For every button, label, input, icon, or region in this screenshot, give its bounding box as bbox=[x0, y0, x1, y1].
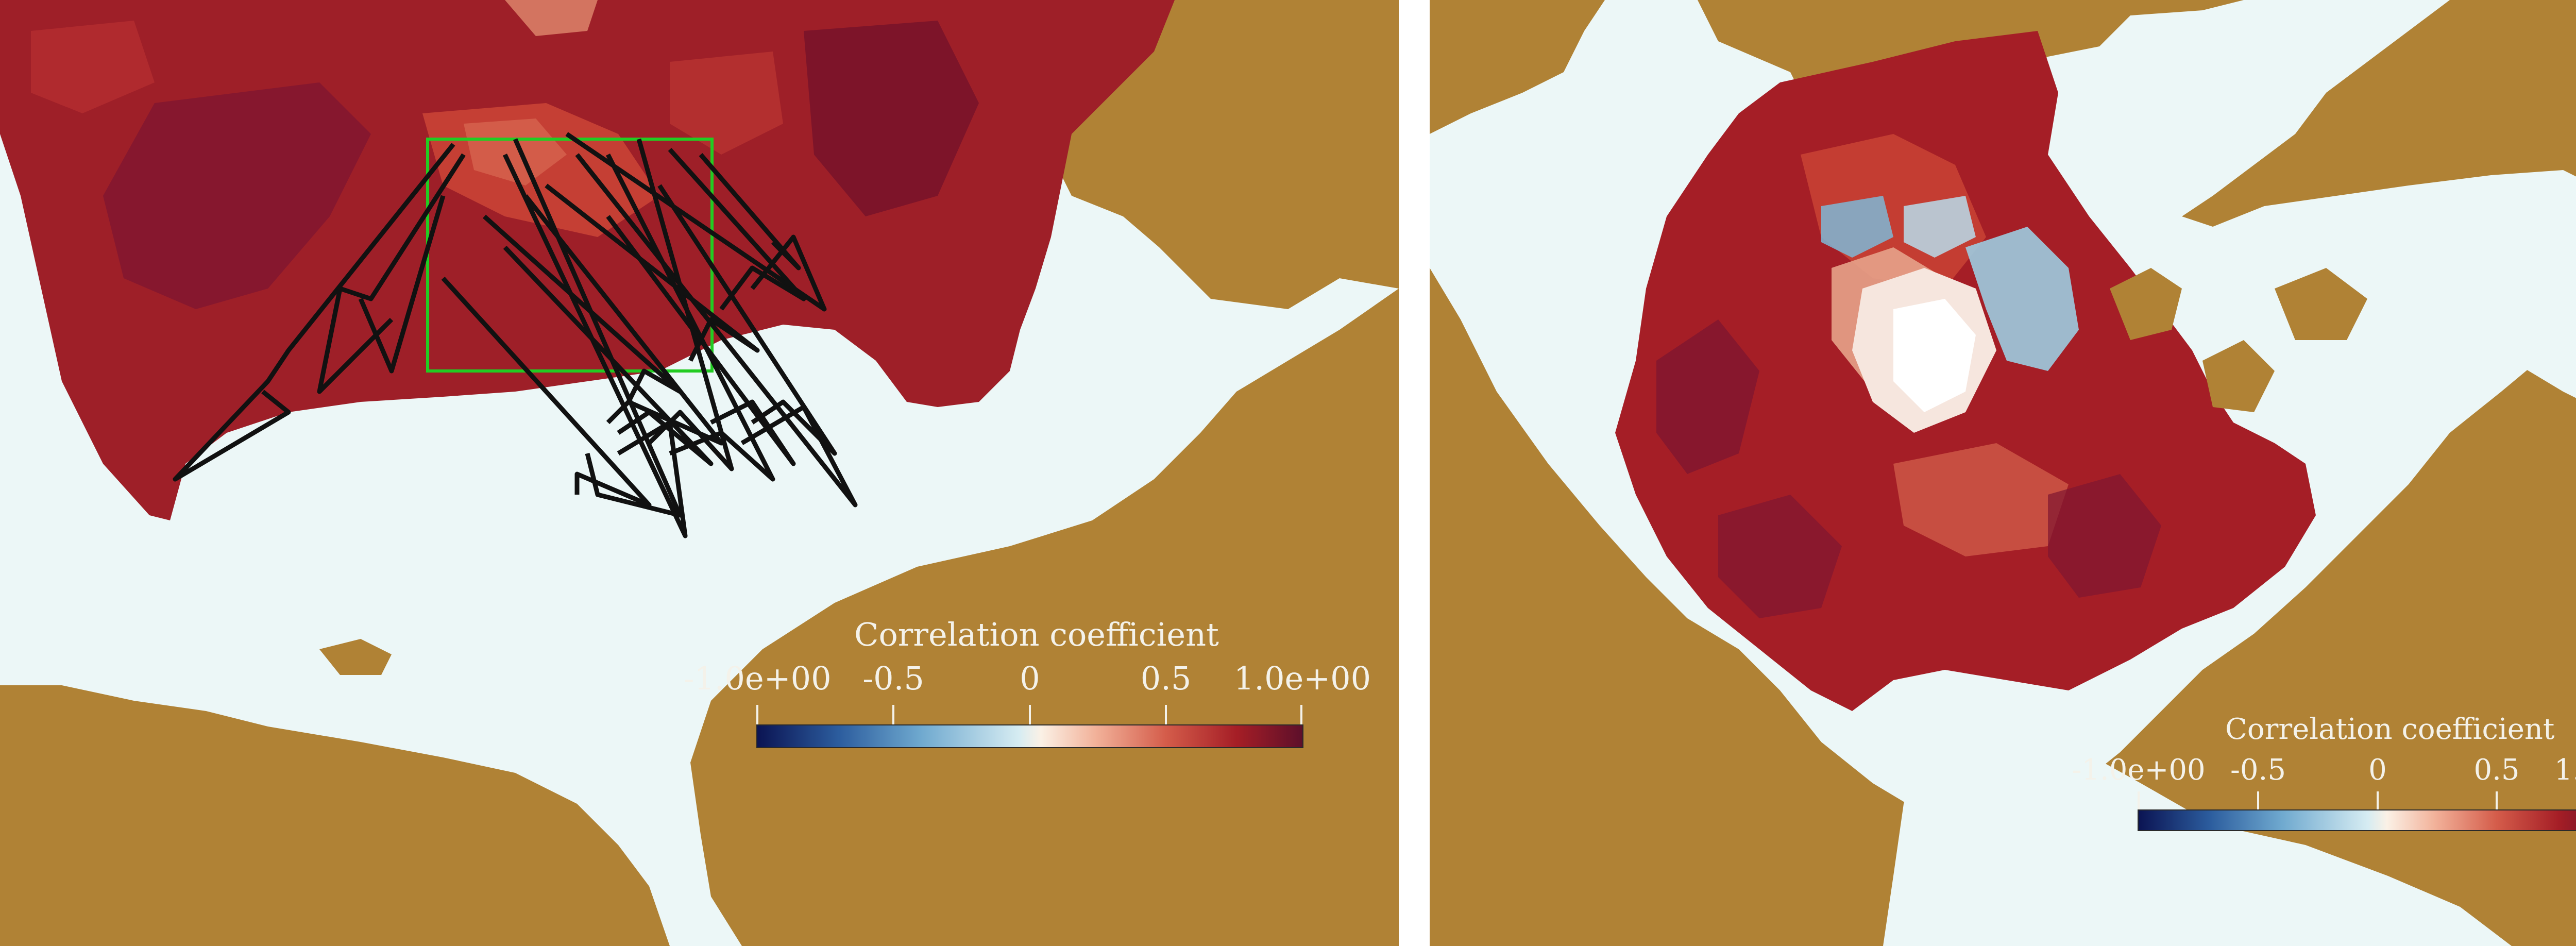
land-island bbox=[2275, 268, 2367, 340]
land-small-island bbox=[319, 639, 392, 675]
land-island bbox=[2110, 268, 2182, 340]
tick-mark bbox=[2138, 791, 2140, 810]
legend-title: Correlation coefficient bbox=[854, 616, 1219, 653]
tick-label-pos-half: 0.5 bbox=[2473, 753, 2520, 787]
land-island bbox=[2202, 340, 2275, 412]
tick-label-min: -1.0e+00 bbox=[683, 660, 832, 697]
colorbar bbox=[2138, 809, 2576, 831]
left-map-panel: Correlation coefficient -1.0e+00 -0.5 0 … bbox=[0, 0, 1399, 946]
tick-mark bbox=[2257, 791, 2259, 810]
tick-mark bbox=[1300, 705, 1302, 725]
left-map bbox=[0, 0, 1399, 946]
tick-mark bbox=[2377, 791, 2379, 810]
colorbar bbox=[756, 724, 1303, 748]
tick-label-neg-half: -0.5 bbox=[2230, 753, 2286, 787]
tick-label-zero: 0 bbox=[2368, 753, 2387, 787]
land-bottom-left bbox=[0, 685, 670, 946]
tick-label-zero: 0 bbox=[1020, 660, 1040, 697]
tick-mark bbox=[2496, 791, 2498, 810]
correlation-field bbox=[0, 0, 1175, 520]
ocean-right-inlet bbox=[2460, 206, 2576, 398]
land-bottom-right bbox=[690, 289, 1399, 946]
arrow-field bbox=[173, 132, 858, 538]
correlation-field bbox=[1615, 31, 2316, 711]
tick-mark bbox=[892, 705, 894, 725]
tick-label-neg-half: -0.5 bbox=[862, 660, 924, 697]
tick-mark bbox=[756, 705, 758, 725]
tick-label-max: 1.0e+00 bbox=[1233, 660, 1371, 697]
legend-title: Correlation coefficient bbox=[2225, 713, 2555, 746]
right-map bbox=[1430, 0, 2576, 946]
ocean-lower bbox=[1883, 721, 2512, 946]
tick-mark bbox=[1029, 705, 1031, 725]
tick-label-pos-half: 0.5 bbox=[1140, 660, 1192, 697]
right-map-panel: Correlation coefficient -1.0e+00 -0.5 0 … bbox=[1430, 0, 2576, 946]
tick-label-min: -1.0e+00 bbox=[2072, 753, 2206, 787]
tick-mark bbox=[1165, 705, 1167, 725]
tick-label-max: 1.0e+00 bbox=[2554, 753, 2576, 787]
